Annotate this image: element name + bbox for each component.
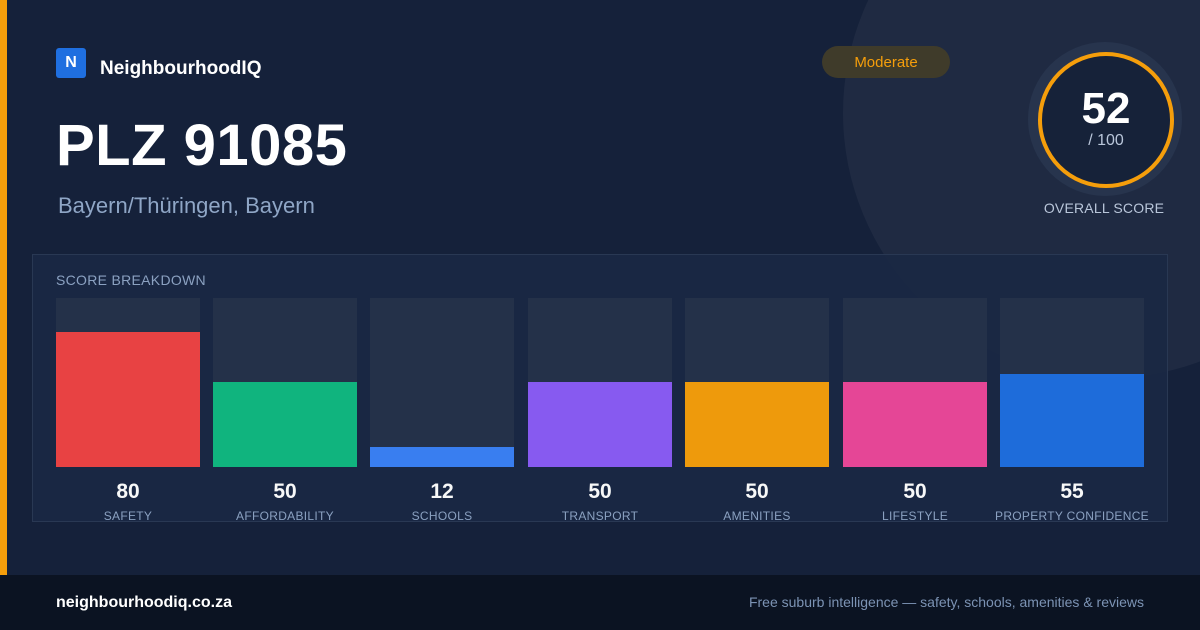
accent-stripe <box>0 0 7 575</box>
metric-value: 50 <box>273 480 297 503</box>
metric-transport: 50 TRANSPORT <box>528 298 672 523</box>
location-subtitle: Bayern/Thüringen, Bayern <box>58 193 315 218</box>
score-ring-inner: 52 / 100 <box>1038 52 1174 188</box>
metric-bar-transport <box>528 382 672 467</box>
brand: N NeighbourhoodIQ <box>56 46 261 80</box>
footer-tagline: Free suburb intelligence — safety, schoo… <box>748 594 1144 610</box>
metric-bar-schools <box>370 447 514 467</box>
metric-label: AFFORDABILITY <box>236 509 334 523</box>
metric-value: 12 <box>430 480 454 503</box>
metric-bar-lifestyle <box>843 382 987 467</box>
metric-bar-amenities <box>685 382 829 467</box>
overall-score-max: / 100 <box>1088 132 1124 149</box>
metric-track <box>370 298 514 467</box>
overall-score-ring: 52 / 100 <box>1028 42 1182 196</box>
metric-value: 50 <box>745 480 769 503</box>
metric-bar-affordability <box>213 382 357 467</box>
metric-bar-safety <box>56 332 200 467</box>
metric-track <box>213 298 357 467</box>
metric-affordability: 50 AFFORDABILITY <box>213 298 357 523</box>
brand-name: NeighbourhoodIQ <box>100 58 262 79</box>
metric-property-confidence: 55 PROPERTY CONFIDENCE <box>995 298 1149 523</box>
metric-label: SCHOOLS <box>411 509 473 523</box>
metric-track <box>843 298 987 467</box>
footer-domain-link[interactable]: neighbourhoodiq.co.za <box>56 594 232 611</box>
metric-label: TRANSPORT <box>561 509 639 523</box>
metric-safety: 80 SAFETY <box>56 298 200 523</box>
footer: neighbourhoodiq.co.za Free suburb intell… <box>0 575 1200 630</box>
rating-badge: Moderate <box>822 46 950 78</box>
metric-track <box>685 298 829 467</box>
score-card: N NeighbourhoodIQ PLZ 91085 Bayern/Thüri… <box>0 0 1200 575</box>
metric-track <box>56 298 200 467</box>
overall-score-value: 52 <box>1081 84 1131 133</box>
metric-label: SAFETY <box>103 509 153 523</box>
metric-value: 50 <box>903 480 927 503</box>
page-title: PLZ 91085 <box>56 113 348 178</box>
metric-value: 80 <box>116 480 140 503</box>
metric-bar-property-confidence <box>1000 374 1144 467</box>
brand-logo-icon: N <box>56 48 86 78</box>
metric-schools: 12 SCHOOLS <box>370 298 514 523</box>
metric-value: 50 <box>588 480 612 503</box>
score-breakdown-panel: SCORE BREAKDOWN 80 SAFETY 50 AFFORDABILI… <box>32 254 1168 523</box>
metric-lifestyle: 50 LIFESTYLE <box>843 298 987 523</box>
metric-amenities: 50 AMENITIES <box>685 298 829 523</box>
breakdown-title: SCORE BREAKDOWN <box>56 272 206 288</box>
metric-label: AMENITIES <box>723 509 791 523</box>
metric-value: 55 <box>1060 480 1084 503</box>
metric-label: PROPERTY CONFIDENCE <box>995 509 1149 523</box>
overall-score-caption: OVERALL SCORE <box>1043 200 1165 216</box>
metric-track <box>1000 298 1144 467</box>
metric-label: LIFESTYLE <box>881 509 949 523</box>
metric-track <box>528 298 672 467</box>
